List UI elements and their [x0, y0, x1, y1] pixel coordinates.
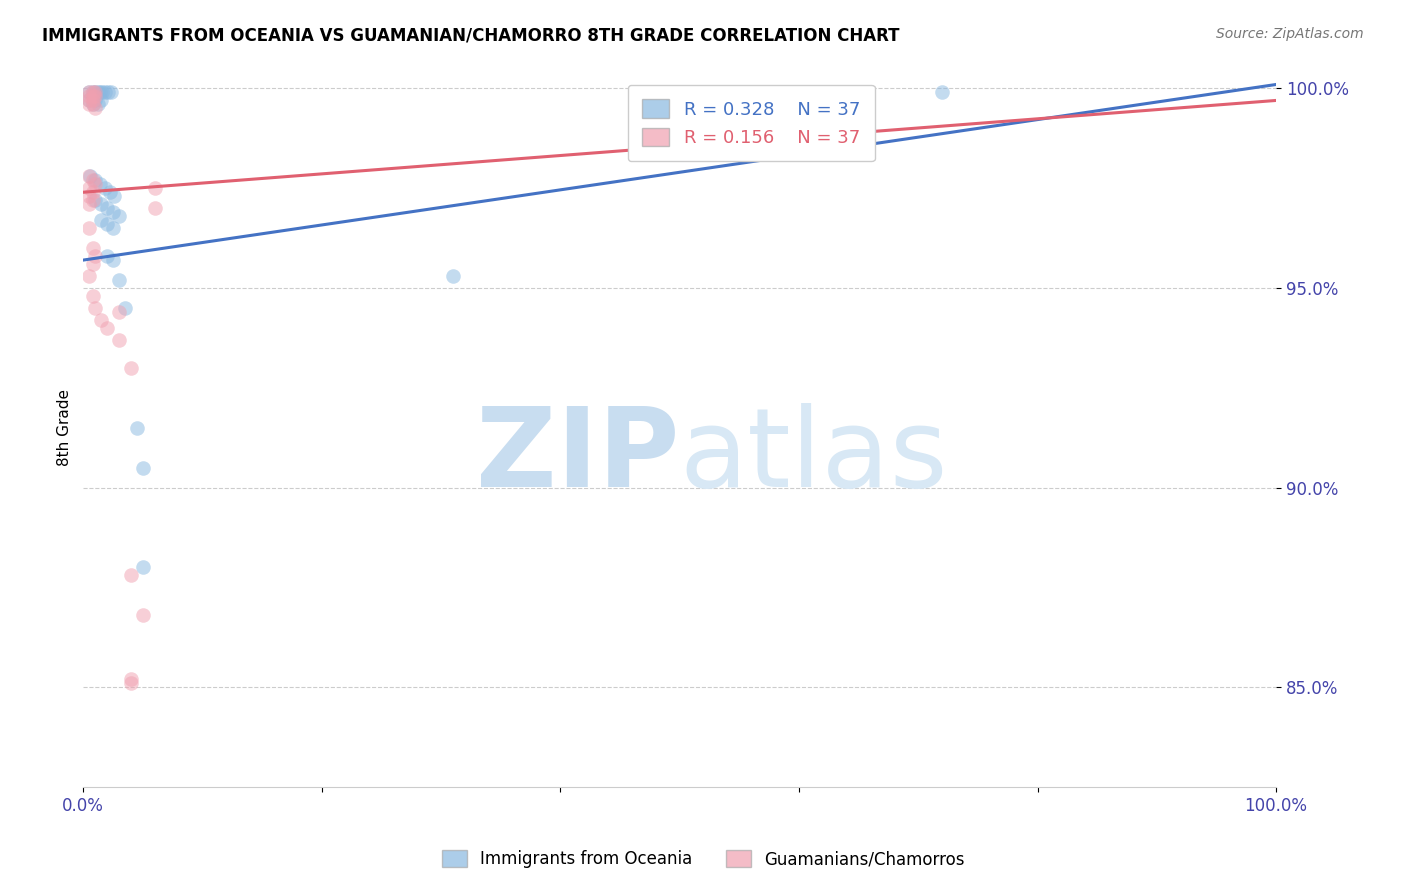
Point	[84, 86, 107, 100]
Point	[103, 189, 125, 203]
Text: ZIP: ZIP	[477, 403, 679, 510]
Y-axis label: 8th Grade: 8th Grade	[58, 389, 72, 467]
Point	[96, 321, 118, 335]
Point	[82, 241, 104, 255]
Point	[90, 94, 112, 108]
Point	[96, 217, 118, 231]
Point	[86, 86, 108, 100]
Point	[84, 102, 107, 116]
Point	[84, 173, 107, 187]
Point	[84, 94, 107, 108]
Point	[94, 86, 117, 100]
Point	[77, 86, 100, 100]
Point	[77, 94, 100, 108]
Point	[77, 221, 100, 235]
Point	[82, 257, 104, 271]
Point	[84, 89, 107, 103]
Point	[82, 186, 104, 200]
Point	[84, 249, 107, 263]
Text: atlas: atlas	[679, 403, 948, 510]
Legend: Immigrants from Oceania, Guamanians/Chamorros: Immigrants from Oceania, Guamanians/Cham…	[434, 843, 972, 875]
Point	[84, 86, 107, 100]
Point	[120, 360, 142, 375]
Point	[77, 94, 100, 108]
Point	[132, 560, 155, 574]
Point	[132, 608, 155, 623]
Point	[84, 193, 107, 207]
Point	[89, 86, 111, 100]
Point	[82, 193, 104, 207]
Point	[82, 94, 104, 108]
Point	[97, 86, 120, 100]
Point	[931, 86, 953, 100]
Point	[77, 89, 100, 103]
Point	[108, 273, 131, 287]
Point	[77, 197, 100, 211]
Point	[94, 181, 117, 195]
Point	[82, 173, 104, 187]
Point	[120, 672, 142, 686]
Point	[108, 305, 131, 319]
Point	[84, 178, 107, 192]
Point	[98, 186, 121, 200]
Legend: R = 0.328    N = 37, R = 0.156    N = 37: R = 0.328 N = 37, R = 0.156 N = 37	[628, 85, 875, 161]
Point	[143, 181, 166, 195]
Point	[108, 333, 131, 347]
Point	[82, 289, 104, 303]
Point	[101, 221, 124, 235]
Point	[82, 97, 104, 112]
Point	[100, 86, 122, 100]
Point	[91, 86, 114, 100]
Text: IMMIGRANTS FROM OCEANIA VS GUAMANIAN/CHAMORRO 8TH GRADE CORRELATION CHART: IMMIGRANTS FROM OCEANIA VS GUAMANIAN/CHA…	[42, 27, 900, 45]
Point	[96, 249, 118, 263]
Point	[77, 189, 100, 203]
Point	[77, 181, 100, 195]
Point	[77, 268, 100, 283]
Point	[132, 460, 155, 475]
Point	[101, 253, 124, 268]
Point	[114, 301, 136, 315]
Point	[82, 86, 104, 100]
Point	[90, 313, 112, 327]
Point	[89, 178, 111, 192]
Point	[90, 197, 112, 211]
Point	[77, 169, 100, 184]
Text: Source: ZipAtlas.com: Source: ZipAtlas.com	[1216, 27, 1364, 41]
Point	[108, 209, 131, 223]
Point	[82, 89, 104, 103]
Point	[120, 568, 142, 582]
Point	[84, 301, 107, 315]
Point	[120, 676, 142, 690]
Point	[82, 97, 104, 112]
Point	[77, 86, 100, 100]
Point	[101, 205, 124, 219]
Point	[82, 86, 104, 100]
Point	[96, 201, 118, 215]
Point	[79, 169, 101, 184]
Point	[90, 213, 112, 227]
Point	[125, 420, 148, 434]
Point	[86, 97, 108, 112]
Point	[143, 201, 166, 215]
Point	[77, 97, 100, 112]
Point	[441, 268, 464, 283]
